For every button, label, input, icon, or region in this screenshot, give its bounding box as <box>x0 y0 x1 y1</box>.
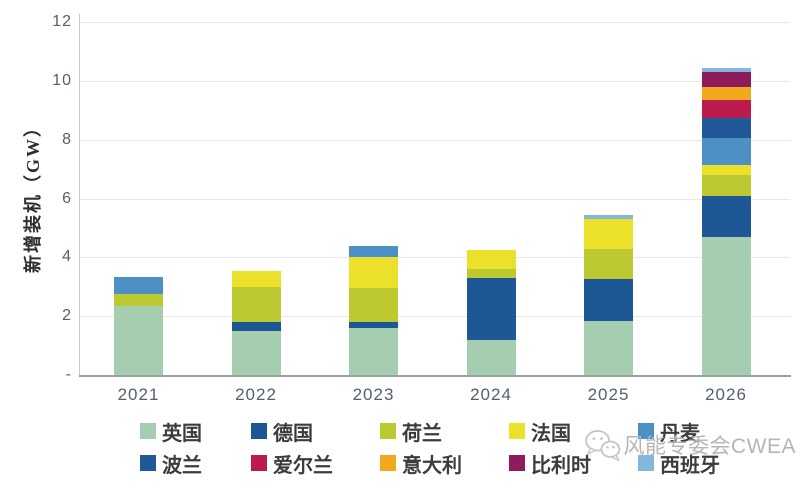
bar-segment-2026-西班牙 <box>701 67 751 73</box>
bar-segment-2023-荷兰 <box>349 288 398 323</box>
bar-segment-2026-爱尔兰 <box>701 100 751 118</box>
ytick-label: 12 <box>52 13 72 31</box>
bar-segment-2023-丹麦 <box>349 245 398 258</box>
bar-segment-2026-意大利 <box>701 86 751 101</box>
legend-label: 波兰 <box>162 454 202 477</box>
bar-segment-2021-荷兰 <box>114 294 163 306</box>
bar-segment-2026-英国 <box>701 236 751 375</box>
legend-item-波兰: 波兰 <box>140 453 202 477</box>
x-axis-line <box>79 375 791 377</box>
bar-segment-2025-法国 <box>584 219 633 249</box>
legend-label: 意大利 <box>402 454 462 477</box>
legend-swatch <box>140 423 156 439</box>
legend-swatch <box>251 423 267 439</box>
legend-item-丹麦: 丹麦 <box>638 421 700 445</box>
ytick-label: 6 <box>62 189 72 207</box>
bar-segment-2024-德国 <box>466 277 516 340</box>
bar-segment-2022-法国 <box>231 270 281 287</box>
gridline-8 <box>80 139 790 141</box>
legend-swatch <box>380 423 396 439</box>
xtick-label-2023: 2023 <box>352 385 395 404</box>
ytick-label: 2 <box>62 307 72 325</box>
bar-segment-2025-英国 <box>584 320 633 375</box>
legend-item-德国: 德国 <box>251 421 313 445</box>
gridline-2 <box>80 316 790 318</box>
legend-item-意大利: 意大利 <box>380 453 462 477</box>
legend-label: 比利时 <box>531 454 591 477</box>
bar-segment-2026-荷兰 <box>701 175 751 196</box>
bar-segment-2023-德国 <box>349 322 398 328</box>
xtick-label-2022: 2022 <box>235 385 277 404</box>
legend-item-英国: 英国 <box>140 421 202 445</box>
legend-swatch <box>638 423 654 439</box>
legend-label: 荷兰 <box>402 422 442 445</box>
bar-segment-2022-德国 <box>231 322 281 331</box>
legend-label: 西班牙 <box>660 454 720 477</box>
legend-item-西班牙: 西班牙 <box>638 453 720 477</box>
bar-segment-2023-法国 <box>349 257 398 289</box>
legend-label: 爱尔兰 <box>273 454 333 477</box>
gridline-10 <box>80 81 790 82</box>
xtick-label-2026: 2026 <box>705 385 747 404</box>
bar-segment-2025-德国 <box>584 279 633 321</box>
ytick-label: 10 <box>52 72 72 89</box>
bar-segment-2024-法国 <box>466 250 516 270</box>
ytick-label: 4 <box>62 248 72 266</box>
ytick-label: 8 <box>62 130 72 148</box>
gridline-4 <box>80 257 790 259</box>
legend-swatch <box>140 455 156 471</box>
bar-segment-2021-英国 <box>114 305 163 375</box>
xtick-label-2021: 2021 <box>117 385 160 404</box>
bar-segment-2022-英国 <box>231 330 281 375</box>
legend-label: 英国 <box>162 422 202 445</box>
gridline-12 <box>80 22 790 24</box>
legend-swatch <box>509 423 525 439</box>
legend-swatch <box>251 455 267 471</box>
legend-item-法国: 法国 <box>509 421 571 445</box>
legend-label: 法国 <box>531 422 571 445</box>
ytick-label: - <box>65 366 72 383</box>
legend-item-荷兰: 荷兰 <box>380 421 442 445</box>
legend-label: 丹麦 <box>660 422 700 445</box>
xtick-label-2025: 2025 <box>587 385 630 404</box>
bar-segment-2025-荷兰 <box>584 248 633 280</box>
bar-segment-2024-荷兰 <box>466 269 516 278</box>
gridline-6 <box>80 198 790 200</box>
bar-segment-2026-比利时 <box>701 72 751 87</box>
legend-label: 德国 <box>273 422 313 445</box>
legend-item-比利时: 比利时 <box>509 453 591 477</box>
xtick-label-2024: 2024 <box>470 385 512 404</box>
legend-item-爱尔兰: 爱尔兰 <box>251 453 333 477</box>
bar-segment-2024-英国 <box>466 339 516 375</box>
bar-segment-2025-西班牙 <box>584 214 633 220</box>
bar-segment-2021-丹麦 <box>114 276 163 295</box>
bar-segment-2023-英国 <box>349 327 398 375</box>
y-axis-line <box>79 14 80 375</box>
bar-segment-2026-法国 <box>701 164 751 176</box>
legend-swatch <box>380 455 396 471</box>
bar-segment-2026-丹麦 <box>701 138 751 165</box>
legend-swatch <box>509 455 525 471</box>
legend-swatch <box>638 455 654 471</box>
bar-segment-2026-德国 <box>701 195 751 237</box>
bar-segment-2026-波兰 <box>701 117 751 139</box>
bar-segment-2022-荷兰 <box>231 286 281 323</box>
